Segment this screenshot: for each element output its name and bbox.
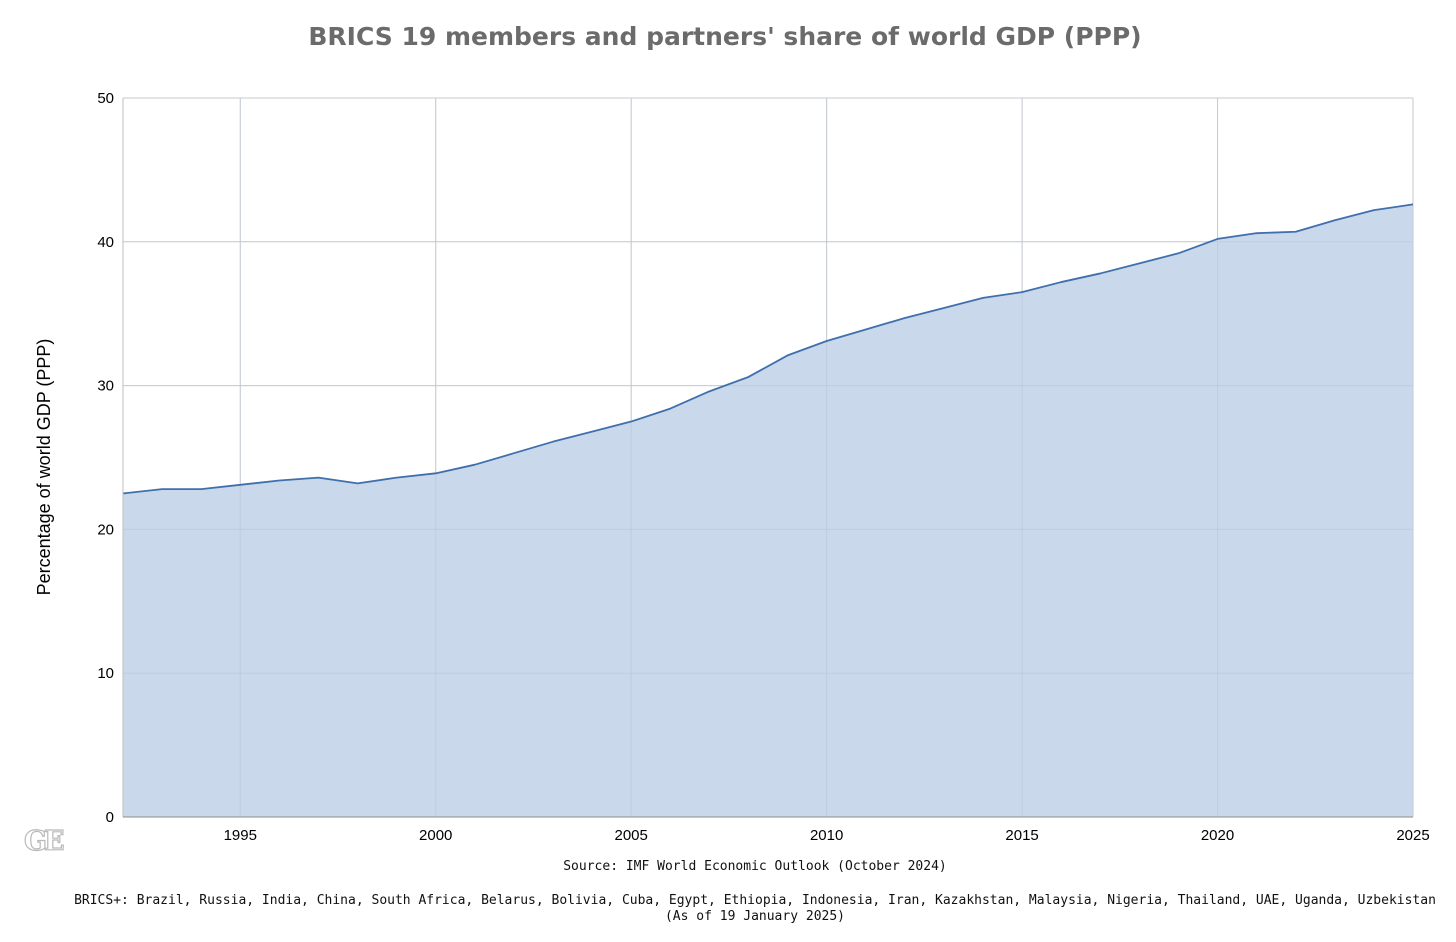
axes xyxy=(122,98,1413,818)
y-tick-label: 40 xyxy=(97,234,114,251)
members-note: BRICS+: Brazil, Russia, India, China, So… xyxy=(74,893,1436,908)
x-tick-label: 2025 xyxy=(1396,827,1429,844)
y-tick-label: 50 xyxy=(97,90,114,107)
y-axis-label: Percentage of world GDP (PPP) xyxy=(34,339,54,596)
x-tick-label: 2005 xyxy=(614,827,647,844)
tick-labels: 0 10 20 30 40 50 1995 2000 2005 2010 2015 2020 2025 xyxy=(97,90,1429,844)
x-tick-label: 2020 xyxy=(1201,827,1234,844)
x-tick-label: 2010 xyxy=(810,827,843,844)
y-tick-label: 10 xyxy=(97,665,114,682)
source-note: Source: IMF World Economic Outlook (Octo… xyxy=(563,859,947,874)
area-fill xyxy=(123,204,1413,817)
y-tick-label: 20 xyxy=(97,521,114,538)
y-tick-label: 30 xyxy=(97,378,114,395)
chart-title: BRICS 19 members and partners' share of … xyxy=(308,22,1142,51)
as-of-note: (As of 19 January 2025) xyxy=(664,909,845,924)
area-series xyxy=(122,97,1414,817)
x-tick-label: 2015 xyxy=(1005,827,1038,844)
x-tick-label: 2000 xyxy=(419,827,452,844)
x-tick-label: 1995 xyxy=(224,827,257,844)
series-line xyxy=(122,203,1414,495)
publisher-logo: GE xyxy=(23,825,65,857)
y-tick-label: 0 xyxy=(106,809,114,826)
